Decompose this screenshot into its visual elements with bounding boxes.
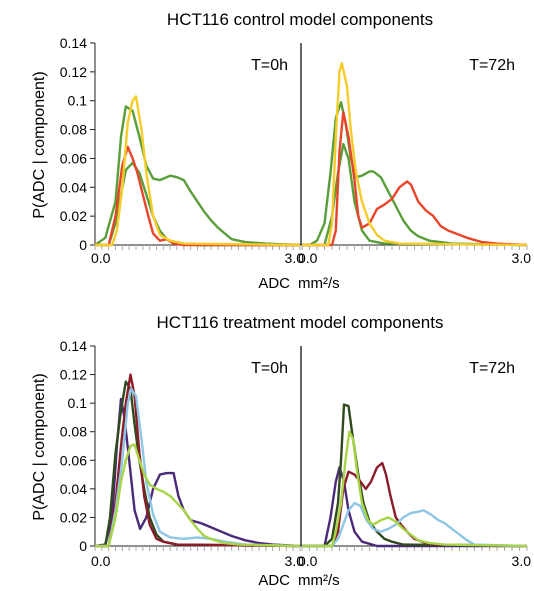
series-line-4	[302, 501, 528, 548]
x-tick-label: 3.0	[285, 553, 305, 569]
series-line-5	[95, 443, 301, 548]
y-tick-label: 0.02	[60, 509, 87, 525]
panel-t0h: 0.0 3.0 T=0h	[91, 57, 304, 266]
panel-t72h: 0.0 3.0 T=72h	[298, 57, 531, 266]
y-tick-label: 0.14	[60, 35, 87, 51]
y-tick-label: 0.02	[60, 208, 87, 224]
panel-label: T=72h	[469, 360, 515, 377]
y-tick-label: 0.06	[60, 452, 87, 468]
x-tick-label: 0.0	[298, 250, 318, 266]
y-axis-label: P(ADC | component)	[31, 373, 48, 520]
series-line-2	[302, 403, 528, 548]
x-axis-unit: mm²/s	[298, 275, 340, 292]
x-axis-unit: mm²/s	[298, 572, 340, 589]
x-tick-label: 3.0	[285, 250, 305, 266]
y-tick-label: 0.08	[60, 424, 87, 440]
y-tick-label: 0.1	[68, 93, 88, 109]
series-line-4	[95, 95, 301, 247]
y-tick-label: 0	[79, 538, 87, 554]
series-line-2	[95, 161, 300, 247]
x-tick-label: 0.0	[91, 553, 111, 569]
series-line-1	[302, 101, 528, 247]
series-line-3	[95, 145, 300, 247]
y-axis-label: P(ADC | component)	[31, 71, 48, 218]
chart-title: HCT116 control model components	[167, 10, 433, 29]
series-line-1	[94, 105, 301, 247]
series-line-3	[95, 373, 301, 548]
y-tick-label: 0.12	[60, 64, 87, 80]
y-tick-label: 0.04	[60, 179, 87, 195]
panel-t72h: 0.0 3.0 T=72h	[298, 360, 531, 569]
x-tick-label: 3.0	[512, 553, 532, 569]
series-line-3	[302, 111, 528, 247]
x-axis-label: ADC	[258, 572, 290, 589]
x-tick-label: 0.0	[91, 250, 111, 266]
y-tick-label: 0	[79, 237, 87, 253]
x-tick-label: 0.0	[298, 553, 318, 569]
y-tick-label: 0.12	[60, 367, 87, 383]
x-tick-label: 3.0	[512, 250, 532, 266]
y-tick-label: 0.1	[68, 395, 88, 411]
panel-label: T=0h	[251, 360, 288, 377]
series-line-2	[95, 380, 301, 548]
y-tick-label: 0.08	[60, 122, 87, 138]
y-tick-label: 0.04	[60, 481, 87, 497]
series-line-1	[94, 397, 301, 548]
series-line-2	[302, 142, 528, 247]
x-axis-label: ADC	[258, 275, 290, 292]
chart-control: HCT116 control model components P(ADC | …	[31, 10, 531, 292]
panel-t0h: 0.0 3.0 T=0h	[91, 360, 304, 569]
series-line-4	[302, 62, 528, 247]
panel-label: T=0h	[251, 57, 288, 74]
panel-label: T=72h	[469, 57, 515, 74]
series-line-5	[302, 430, 528, 548]
y-tick-label: 0.06	[60, 150, 87, 166]
chart-title: HCT116 treatment model components	[157, 313, 444, 332]
chart-treatment: HCT116 treatment model components P(ADC …	[31, 313, 531, 589]
y-tick-label: 0.14	[60, 338, 87, 354]
